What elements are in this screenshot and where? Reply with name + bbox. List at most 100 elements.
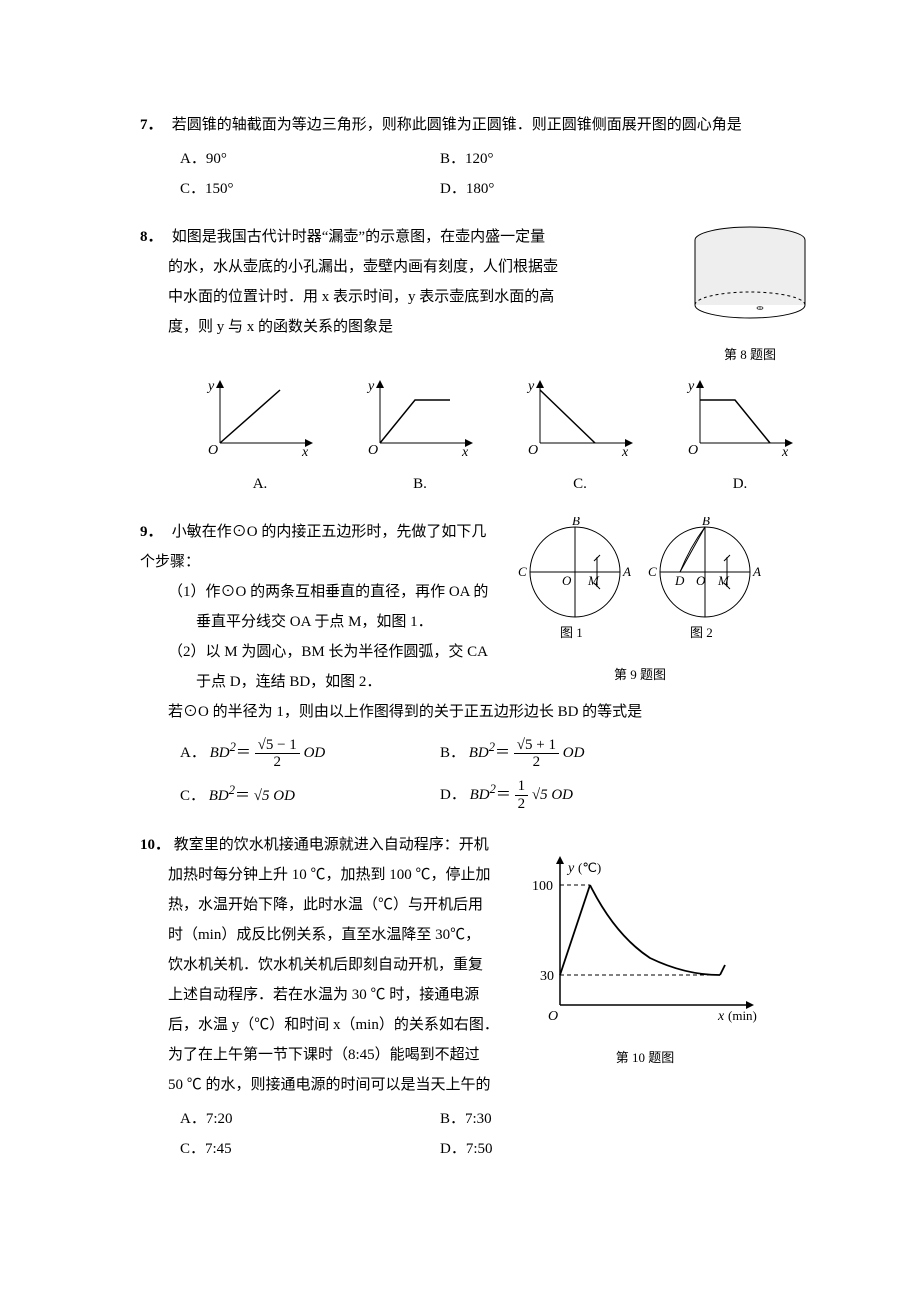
svg-text:y: y [686, 379, 695, 394]
q8-graph-c: y x O C. [520, 378, 640, 499]
question-10: 10． 教室里的饮水机接通电源就进入自动程序：开机 加热时每分钟上升 10 ℃，… [140, 830, 820, 1164]
q9-c-lhs: BD [209, 788, 229, 804]
svg-text:y: y [206, 379, 215, 394]
q9-d-lhs: BD [470, 787, 490, 803]
svg-text:O: O [528, 443, 538, 458]
q10-figure: 100 30 y (℃) x (min) O 第 10 题图 [520, 850, 770, 1071]
q9-intro: 小敏在作⊙O 的内接正五边形时，先做了如下几个步骤： [140, 524, 486, 570]
q9-d-pre: D． [440, 787, 466, 803]
q9-step-1: （1）作⊙O 的两条互相垂直的直径，再作 OA 的垂直平分线交 OA 于点 M，… [168, 577, 500, 637]
q10-option-c: C．7:45 [180, 1134, 440, 1164]
svg-text:A: A [752, 564, 761, 579]
svg-text:B: B [702, 517, 710, 528]
q9-d-den: 2 [515, 796, 529, 813]
q9-number: 9． [140, 517, 168, 547]
q10-option-b: B．7:30 [440, 1104, 700, 1134]
q10-text-3: 时（min）成反比例关系，直至水温降至 30℃， [168, 927, 480, 943]
svg-text:x: x [461, 445, 469, 458]
q9-b-den: 2 [514, 754, 559, 771]
svg-text:A: A [622, 564, 631, 579]
q9-d-suf: OD [551, 787, 573, 803]
svg-text:y: y [526, 379, 535, 394]
svg-text:y: y [366, 379, 375, 394]
q8-graph-d: y x O D. [680, 378, 800, 499]
q8-text-line-0: 如图是我国古代计时器“漏壶”的示意图，在壶内盛一定量 [172, 229, 545, 245]
q8-text-line-2: 中水面的位置计时．用 x 表示时间，y 表示壶底到水面的高 [168, 289, 554, 305]
svg-text:100: 100 [532, 879, 553, 894]
q10-options: A．7:20 B．7:30 C．7:45 D．7:50 [180, 1104, 820, 1164]
q9-step-2: （2）以 M 为圆心，BM 长为半径作圆弧，交 CA 于点 D，连结 BD，如图… [168, 637, 500, 697]
svg-text:(℃): (℃) [578, 860, 601, 875]
svg-text:x: x [781, 445, 789, 458]
q9-option-a: A． BD2＝ √5 − 12 OD [180, 735, 440, 771]
pentagon-construction-icon: B C A O M 图 1 B [510, 517, 770, 647]
q10-text-7: 为了在上午第一节下课时（8:45）能喝到不超过 [168, 1047, 480, 1063]
q10-text-6: 后，水温 y（℃）和时间 x（min）的关系如右图． [168, 1017, 499, 1033]
svg-text:O: O [688, 443, 698, 458]
q9-b-num: √5 + 1 [514, 737, 559, 755]
cylinder-icon [680, 222, 820, 327]
q8-graph-b: y x O B. [360, 378, 480, 499]
q8-number: 8． [140, 222, 168, 252]
q9-figure: B C A O M 图 1 B [510, 517, 770, 688]
q9-caption: 第 9 题图 [510, 662, 770, 688]
svg-text:x: x [621, 445, 629, 458]
q7-number: 7． [140, 110, 168, 140]
question-7: 7． 若圆锥的轴截面为等边三角形，则称此圆锥为正圆锥．则正圆锥侧面展开图的圆心角… [140, 110, 820, 204]
q9-b-pre: B． [440, 745, 465, 761]
q7-option-a: A．90° [180, 144, 440, 174]
q8-graph-b-label: B. [360, 469, 480, 499]
q8-graph-a: y x O A. [200, 378, 320, 499]
q8-figure: 第 8 题图 [680, 222, 820, 368]
q9-a-pre: A． [180, 745, 206, 761]
svg-text:B: B [572, 517, 580, 528]
svg-text:图 1: 图 1 [560, 625, 583, 640]
temperature-chart-icon: 100 30 y (℃) x (min) O [520, 850, 770, 1030]
q8-text-line-3: 度，则 y 与 x 的函数关系的图象是 [168, 319, 393, 335]
q8-text-line-1: 的水，水从壶底的小孔漏出，壶壁内画有刻度，人们根据壶 [168, 259, 558, 275]
question-9: 9． 小敏在作⊙O 的内接正五边形时，先做了如下几个步骤： （1）作⊙O 的两条… [140, 517, 820, 812]
svg-text:M: M [717, 573, 730, 588]
q10-text-8: 50 ℃ 的水，则接通电源的时间可以是当天上午的 [168, 1077, 491, 1093]
q10-number: 10． [140, 830, 170, 860]
q9-d-eq: ＝ [496, 787, 511, 803]
graph-b-icon: y x O [360, 378, 480, 458]
q7-option-d: D．180° [440, 174, 700, 204]
q8-graph-c-label: C. [520, 469, 640, 499]
svg-text:O: O [208, 443, 218, 458]
q10-option-a: A．7:20 [180, 1104, 440, 1134]
q9-a-den: 2 [255, 754, 300, 771]
q9-b-suf: OD [563, 745, 585, 761]
q9-b-eq: ＝ [495, 745, 510, 761]
page: 7． 若圆锥的轴截面为等边三角形，则称此圆锥为正圆锥．则正圆锥侧面展开图的圆心角… [0, 0, 920, 1242]
svg-text:C: C [648, 564, 657, 579]
q8-graph-a-label: A. [200, 469, 320, 499]
q7-text: 若圆锥的轴截面为等边三角形，则称此圆锥为正圆锥．则正圆锥侧面展开图的圆心角是 [172, 117, 742, 133]
svg-text:O: O [548, 1009, 558, 1024]
q10-option-d: D．7:50 [440, 1134, 700, 1164]
svg-text:O: O [368, 443, 378, 458]
q7-options: A．90° B．120° C．150° D．180° [180, 144, 820, 204]
q9-c-pre: C． [180, 788, 205, 804]
q9-a-lhs: BD [210, 745, 230, 761]
svg-text:图 2: 图 2 [690, 625, 713, 640]
svg-text:x: x [301, 445, 309, 458]
svg-text:30: 30 [540, 969, 554, 984]
q9-d-val: √5 [532, 787, 548, 803]
svg-text:O: O [562, 573, 572, 588]
q10-text-0: 教室里的饮水机接通电源就进入自动程序：开机 [174, 837, 489, 853]
q9-c-suf: OD [273, 788, 295, 804]
q9-tail: 若⊙O 的半径为 1，则由以上作图得到的关于正五边形边长 BD 的等式是 [168, 697, 820, 727]
q9-d-num: 1 [515, 778, 529, 796]
q10-text-2: 热，水温开始下降，此时水温（℃）与开机后用 [168, 897, 483, 913]
svg-text:M: M [587, 573, 600, 588]
graph-d-icon: y x O [680, 378, 800, 458]
q9-a-suf: OD [304, 745, 326, 761]
q9-b-lhs: BD [469, 745, 489, 761]
q10-text-4: 饮水机关机．饮水机关机后即刻自动开机，重复 [168, 957, 483, 973]
q9-option-c: C． BD2＝ √5 OD [180, 778, 440, 811]
q8-caption: 第 8 题图 [680, 342, 820, 368]
svg-text:(min): (min) [728, 1008, 757, 1023]
q10-text-1: 加热时每分钟上升 10 ℃，加热到 100 ℃，停止加 [168, 867, 491, 883]
q10-text-5: 上述自动程序．若在水温为 30 ℃ 时，接通电源 [168, 987, 479, 1003]
